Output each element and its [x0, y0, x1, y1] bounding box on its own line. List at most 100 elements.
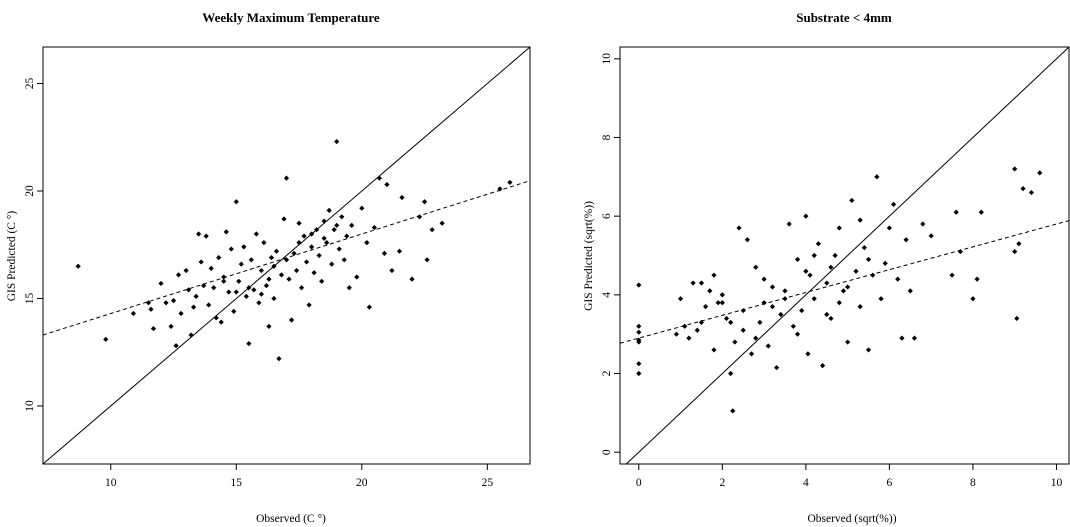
data-point: [753, 335, 759, 341]
data-point: [782, 296, 788, 302]
data-point: [836, 225, 842, 231]
data-point: [957, 248, 964, 255]
data-point: [757, 319, 763, 325]
data-point: [288, 317, 295, 323]
data-point: [1012, 248, 1018, 255]
data-point: [636, 323, 642, 329]
data-point: [281, 216, 287, 222]
y-tick-label: 15: [24, 292, 36, 304]
data-point: [349, 222, 355, 229]
plot-frame: [619, 46, 1070, 465]
data-point: [248, 257, 254, 263]
data-point: [424, 257, 430, 263]
x-tick-label: 0: [636, 477, 642, 489]
data-point: [334, 222, 340, 229]
data-point: [794, 256, 801, 263]
data-point: [309, 244, 315, 250]
data-point: [895, 276, 901, 282]
y-axis-label: GIS Predicted (sqrt(%)): [583, 201, 595, 311]
y-tick-label: 0: [601, 449, 613, 455]
data-point: [266, 323, 272, 330]
data-point: [774, 365, 780, 371]
x-tick-label: 25: [482, 477, 494, 489]
x-tick-label: 10: [105, 477, 117, 489]
data-point: [314, 227, 320, 233]
data-point: [150, 325, 157, 332]
y-tick-label: 8: [601, 134, 613, 140]
data-point: [258, 267, 264, 274]
data-point: [183, 267, 189, 274]
data-point: [711, 272, 717, 278]
data-point: [740, 327, 746, 333]
data-point: [223, 229, 229, 235]
data-point: [1020, 186, 1026, 192]
data-point: [824, 311, 830, 318]
data-point: [173, 343, 179, 349]
data-point: [283, 175, 290, 181]
data-point: [185, 287, 192, 293]
data-point: [636, 361, 642, 367]
data-point: [243, 293, 249, 299]
data-point: [233, 289, 239, 295]
data-point: [698, 319, 705, 325]
data-point: [497, 186, 503, 192]
data-point: [178, 310, 184, 317]
chart-title: Weekly Maximum Temperature: [202, 10, 380, 25]
data-point: [218, 319, 224, 325]
data-point: [857, 217, 863, 223]
data-point: [273, 248, 280, 254]
data-point: [221, 274, 227, 280]
data-point: [103, 336, 109, 342]
data-point: [409, 276, 415, 282]
x-tick-label: 4: [803, 477, 809, 489]
data-point: [191, 304, 197, 310]
data-point: [636, 370, 642, 377]
y-axis: 0 2 4 6 8 10: [601, 53, 620, 455]
data-point: [396, 248, 403, 254]
data-point: [246, 341, 252, 347]
data-point: [786, 221, 792, 227]
data-point: [730, 408, 736, 414]
data-point: [389, 267, 395, 274]
data-point: [949, 272, 955, 278]
data-point: [163, 300, 169, 306]
data-point: [723, 315, 730, 322]
data-point: [874, 174, 880, 180]
x-tick-label: 10: [1051, 477, 1063, 489]
data-point: [719, 292, 725, 298]
data-points: [636, 166, 1043, 414]
data-point: [769, 284, 776, 290]
data-point: [188, 332, 194, 338]
y-tick-label: 10: [24, 400, 36, 412]
data-point: [744, 237, 750, 243]
data-point: [278, 272, 285, 278]
data-point: [211, 285, 217, 291]
data-point: [794, 331, 801, 337]
data-point: [303, 259, 310, 265]
data-point: [736, 225, 742, 231]
data-point: [381, 250, 388, 256]
data-point: [339, 214, 345, 220]
data-point: [371, 224, 377, 231]
data-point: [761, 300, 767, 306]
data-point: [439, 220, 445, 226]
data-point: [268, 255, 275, 261]
data-point: [911, 335, 918, 341]
reference-lines: [619, 46, 1070, 465]
data-point: [341, 257, 347, 263]
data-point: [148, 306, 154, 312]
data-point: [193, 293, 199, 299]
data-point: [815, 241, 821, 247]
data-point: [828, 264, 834, 270]
data-point: [686, 335, 692, 341]
reference-lines: [42, 46, 531, 465]
data-point: [694, 327, 700, 333]
data-point: [421, 199, 428, 205]
data-point: [256, 300, 262, 306]
data-point: [168, 323, 174, 330]
data-point: [316, 252, 322, 259]
data-point: [291, 250, 297, 256]
data-point: [331, 227, 337, 233]
x-axis-label: Observed (C °): [256, 513, 326, 525]
data-point: [296, 220, 302, 226]
